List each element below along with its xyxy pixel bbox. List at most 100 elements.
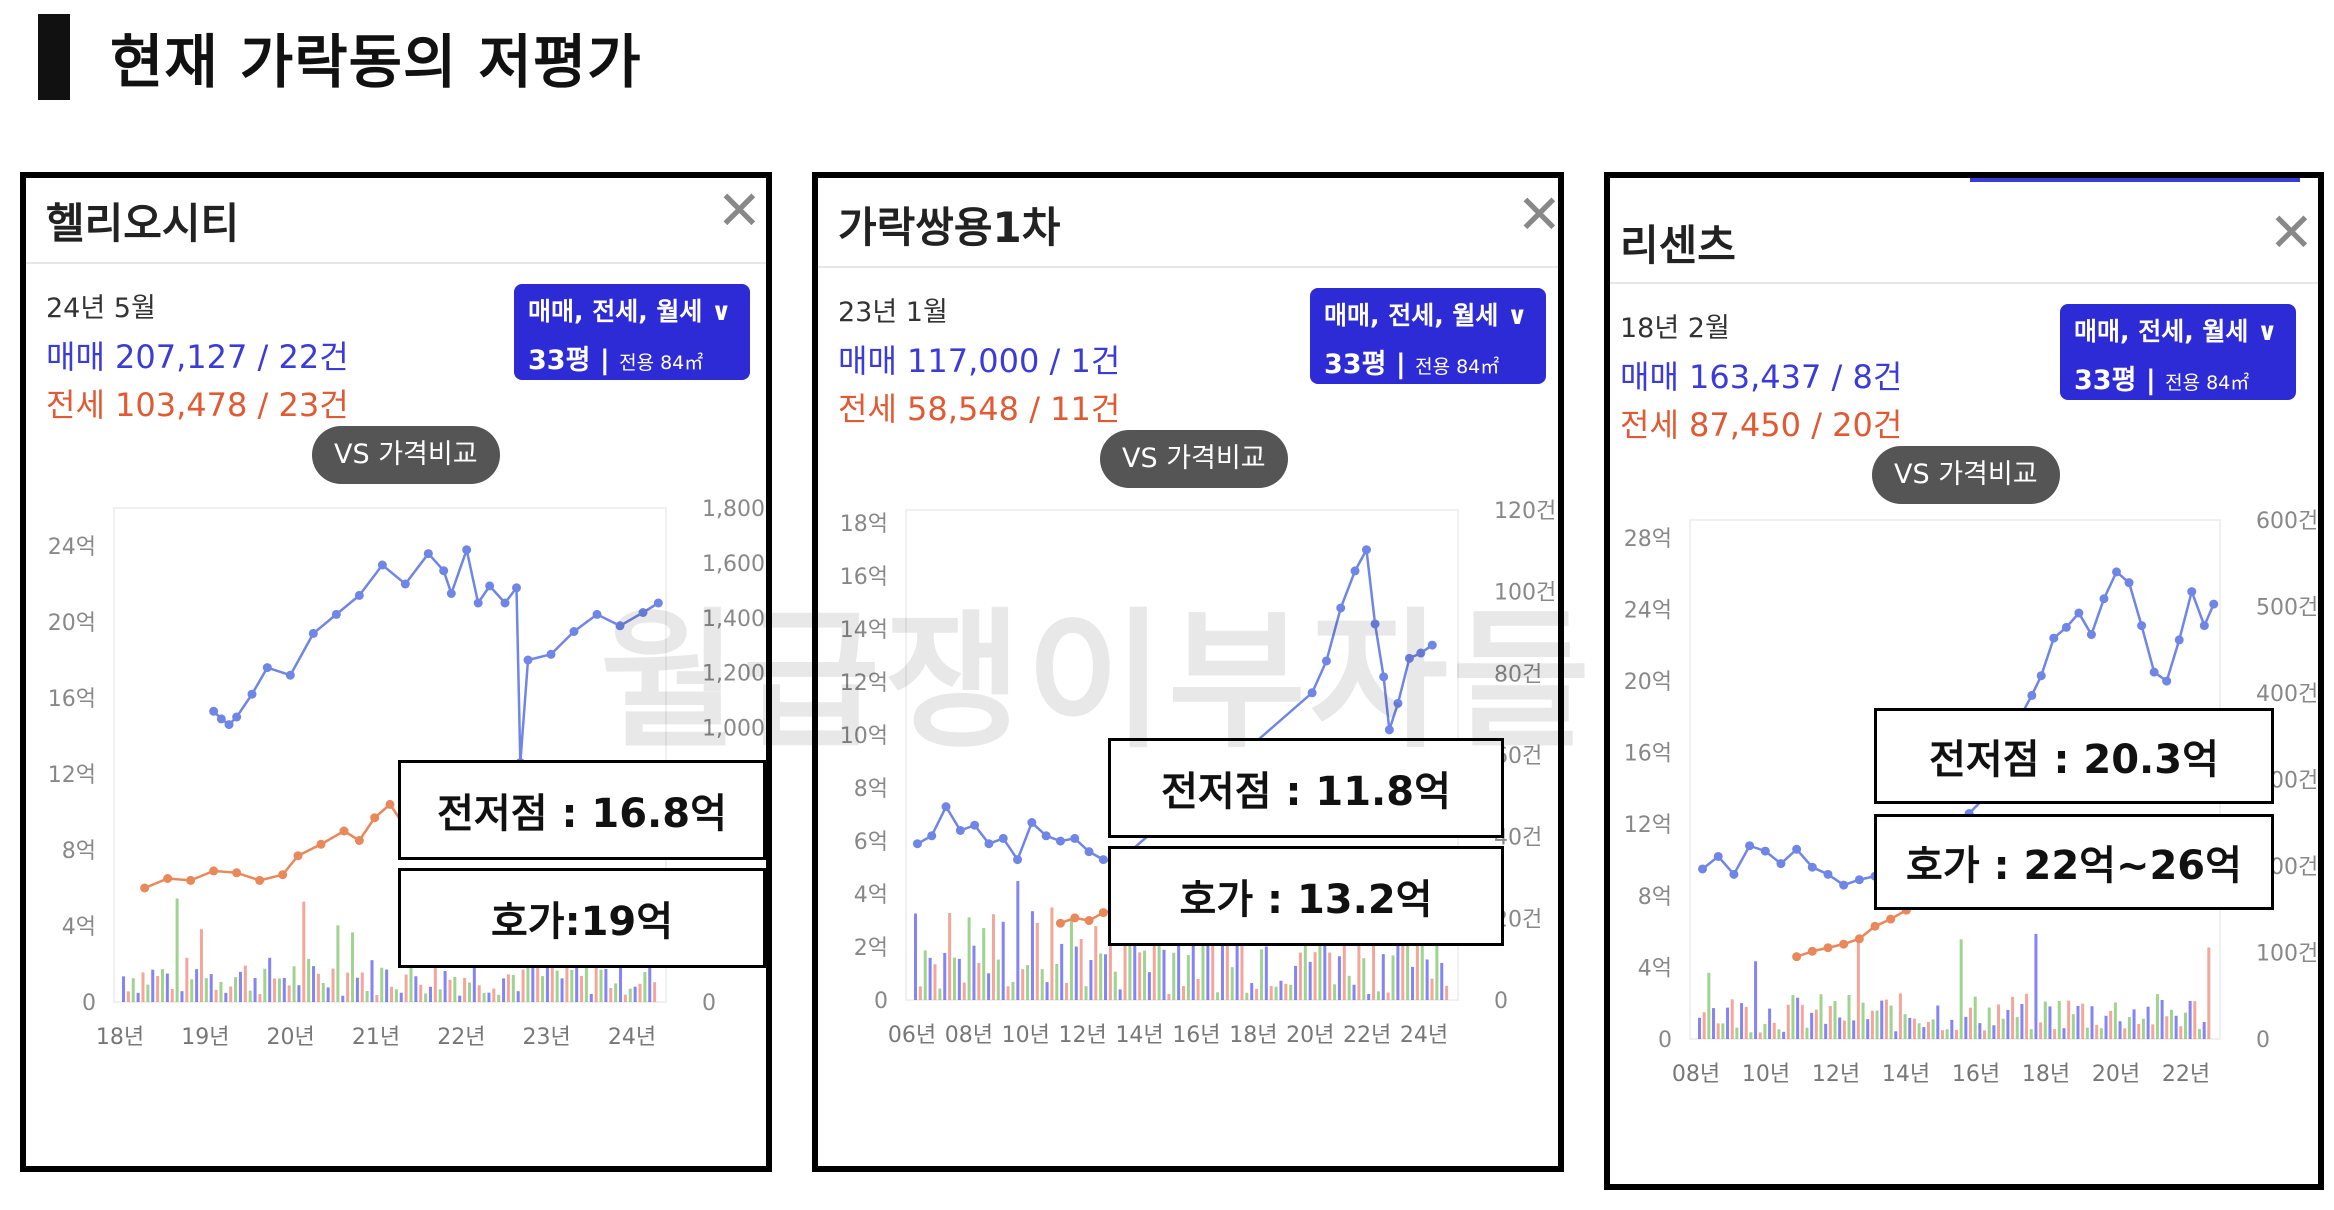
volume-bar bbox=[1819, 994, 1823, 1039]
volume-bar bbox=[1969, 1007, 1973, 1039]
sale-data-point bbox=[1084, 847, 1094, 857]
volume-bar bbox=[448, 979, 452, 1002]
sale-data-point bbox=[485, 581, 495, 591]
volume-bar bbox=[409, 962, 413, 1002]
volume-bar bbox=[2155, 994, 2159, 1039]
sale-data-point bbox=[2124, 578, 2134, 588]
volume-bar bbox=[1698, 1017, 1701, 1039]
volume-bar bbox=[1138, 952, 1142, 1000]
volume-bar bbox=[1235, 940, 1239, 1000]
volume-bar bbox=[1950, 1019, 1954, 1039]
deal-type-dropdown[interactable]: 매매, 전세, 월세 ∨ 33평 | 전용 84㎡ bbox=[2060, 304, 2296, 400]
y2-tick-label: 1,400건 bbox=[702, 607, 766, 632]
close-icon[interactable]: ✕ bbox=[2268, 201, 2314, 264]
volume-bar bbox=[287, 985, 291, 1002]
volume-bar bbox=[1050, 907, 1054, 1000]
sale-data-point bbox=[423, 549, 433, 559]
volume-bar bbox=[1362, 958, 1366, 1000]
volume-bar bbox=[2165, 1016, 2169, 1039]
sale-data-point bbox=[1361, 545, 1371, 555]
volume-bar bbox=[336, 925, 340, 1002]
volume-bar bbox=[1880, 1000, 1884, 1039]
volume-bar bbox=[565, 957, 569, 1002]
volume-bar bbox=[638, 983, 642, 1002]
size-label: 33평 | 전용 84㎡ bbox=[2074, 365, 2250, 396]
apartment-name: 가락쌍용1차 bbox=[838, 203, 1061, 252]
sale-data-point bbox=[2036, 671, 2046, 681]
sale-data-point bbox=[2074, 608, 2084, 618]
close-icon[interactable]: ✕ bbox=[716, 179, 762, 242]
volume-bar bbox=[1735, 1027, 1739, 1039]
price-chart: 04억8억12억16억20억24억28억0100건200건300건400건500… bbox=[1624, 509, 2318, 1087]
jeonse-data-point bbox=[1792, 952, 1802, 962]
vs-compare-button[interactable]: VS 가격비교 bbox=[1872, 446, 2060, 504]
volume-bar bbox=[1143, 950, 1147, 1000]
volume-bar bbox=[2207, 947, 2211, 1039]
volume-bar bbox=[943, 952, 947, 1000]
volume-bar bbox=[1721, 1023, 1725, 1039]
volume-bar bbox=[1104, 954, 1108, 1000]
volume-bar bbox=[1279, 980, 1283, 1000]
sale-data-point bbox=[2099, 594, 2109, 604]
volume-bar bbox=[1997, 1004, 2001, 1039]
volume-bar bbox=[1420, 915, 1424, 1000]
volume-bar bbox=[2057, 1001, 2061, 1039]
jeonse-data-point bbox=[1823, 943, 1833, 953]
volume-bar bbox=[991, 914, 995, 1000]
sale-data-point bbox=[1098, 855, 1108, 865]
deal-type-label: 매매, 전세, 월세 ∨ bbox=[2074, 317, 2278, 346]
vs-compare-button[interactable]: VS 가격비교 bbox=[1100, 430, 1288, 488]
y-tick-label: 8억 bbox=[62, 839, 96, 864]
volume-bar bbox=[599, 969, 603, 1002]
volume-bar bbox=[2029, 1029, 2033, 1039]
apartment-card-helio: 헬리오시티 ✕ 24년 5월 매매 207,127 / 22건 전세 103,4… bbox=[20, 172, 772, 1172]
heading-bar bbox=[38, 14, 70, 100]
sale-data-point bbox=[1792, 844, 1802, 854]
volume-bar bbox=[190, 979, 194, 1002]
volume-bar bbox=[156, 976, 160, 1002]
volume-bar bbox=[1973, 996, 1977, 1039]
volume-bar bbox=[204, 978, 208, 1002]
volume-bar bbox=[1074, 946, 1078, 1000]
jeonse-data-point bbox=[1839, 939, 1849, 949]
sale-data-point bbox=[2027, 690, 2037, 700]
volume-bar bbox=[312, 966, 316, 1002]
vs-compare-button[interactable]: VS 가격비교 bbox=[312, 426, 500, 484]
volume-bar bbox=[297, 985, 301, 1002]
volume-bar bbox=[292, 966, 296, 1002]
volume-bar bbox=[2053, 1029, 2057, 1039]
volume-bar bbox=[1391, 955, 1395, 1000]
sale-data-point bbox=[2112, 567, 2122, 577]
volume-bar bbox=[2146, 1006, 2150, 1039]
close-icon[interactable]: ✕ bbox=[1516, 183, 1562, 246]
volume-bar bbox=[1162, 949, 1166, 1000]
deal-type-dropdown[interactable]: 매매, 전세, 월세 ∨ 33평 | 전용 84㎡ bbox=[514, 284, 750, 380]
volume-bar bbox=[1367, 993, 1371, 1000]
y-tick-label: 16억 bbox=[48, 687, 96, 712]
volume-bar bbox=[2202, 1021, 2206, 1039]
volume-bar bbox=[199, 929, 203, 1002]
sale-data-point bbox=[1698, 864, 1708, 874]
volume-bar bbox=[424, 993, 428, 1002]
volume-bar bbox=[1284, 983, 1288, 1000]
sale-data-point bbox=[1823, 869, 1833, 879]
sale-data-point bbox=[1055, 836, 1065, 846]
volume-bar bbox=[2006, 1009, 2010, 1039]
volume-bar bbox=[428, 986, 432, 1002]
volume-bar bbox=[1430, 978, 1434, 1000]
y-tick-label: 20억 bbox=[48, 611, 96, 636]
volume-bar bbox=[1152, 942, 1156, 1000]
volume-bar bbox=[1903, 1014, 1907, 1039]
volume-bar bbox=[2039, 1022, 2043, 1039]
volume-bar bbox=[2118, 1021, 2122, 1039]
deal-type-dropdown[interactable]: 매매, 전세, 월세 ∨ 33평 | 전용 84㎡ bbox=[1310, 288, 1546, 384]
volume-bar bbox=[1889, 1005, 1893, 1039]
volume-bar bbox=[628, 988, 632, 1002]
jeonse-data-point bbox=[255, 875, 265, 885]
volume-bar bbox=[263, 968, 267, 1002]
volume-bar bbox=[355, 977, 359, 1002]
volume-bar bbox=[653, 982, 657, 1002]
volume-bar bbox=[1133, 945, 1137, 1000]
volume-bar bbox=[972, 945, 976, 1000]
volume-bar bbox=[1716, 1023, 1720, 1039]
